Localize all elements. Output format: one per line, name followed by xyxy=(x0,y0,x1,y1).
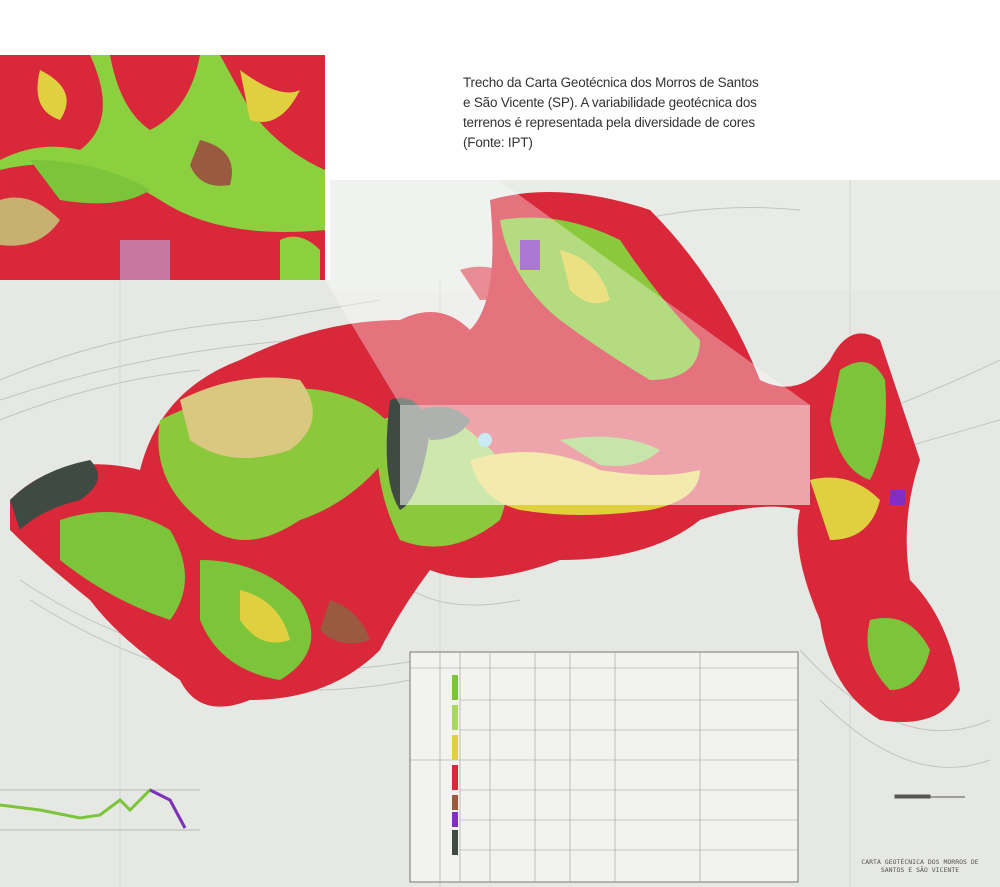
zoom-callout xyxy=(325,55,810,505)
scale-bar xyxy=(894,794,965,799)
zoom-region-box xyxy=(400,405,810,505)
map-title-line1: CARTA GEOTÉCNICA DOS MORROS DE xyxy=(861,858,979,866)
map-title: CARTA GEOTÉCNICA DOS MORROS DE SANTOS E … xyxy=(855,858,985,874)
schematic-profile xyxy=(0,788,200,831)
legend-table xyxy=(409,651,799,883)
map-title-line2: SANTOS E SÃO VICENTE xyxy=(880,866,960,874)
geotechnical-zones xyxy=(10,192,960,722)
figure-caption: Trecho da Carta Geotécnica dos Morros de… xyxy=(463,75,759,150)
inset-detail xyxy=(0,55,325,280)
